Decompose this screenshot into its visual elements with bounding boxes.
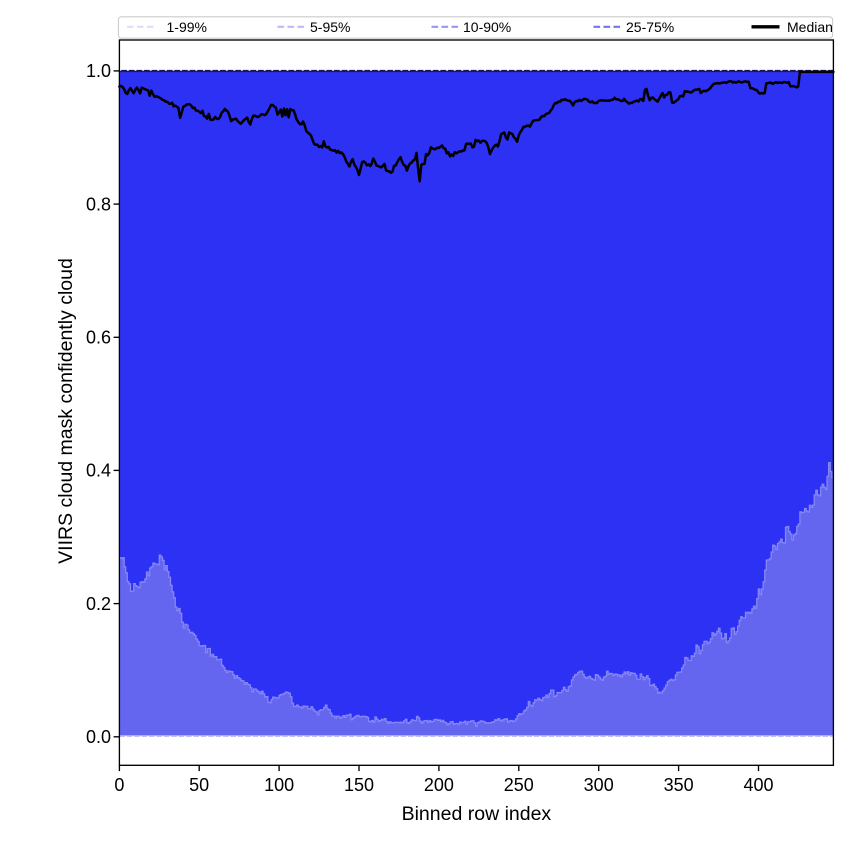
svg-text:200: 200 xyxy=(424,775,454,795)
svg-text:0: 0 xyxy=(114,775,124,795)
svg-text:5-95%: 5-95% xyxy=(310,19,350,35)
svg-text:10-90%: 10-90% xyxy=(463,19,511,35)
svg-text:1-99%: 1-99% xyxy=(167,19,207,35)
svg-text:100: 100 xyxy=(264,775,294,795)
svg-text:400: 400 xyxy=(743,775,773,795)
svg-text:Binned row index: Binned row index xyxy=(402,803,552,825)
svg-text:1.0: 1.0 xyxy=(86,61,111,81)
svg-text:Median: Median xyxy=(787,19,833,35)
svg-text:350: 350 xyxy=(664,775,694,795)
svg-text:0.4: 0.4 xyxy=(86,461,111,481)
svg-text:250: 250 xyxy=(504,775,534,795)
svg-text:0.6: 0.6 xyxy=(86,328,111,348)
svg-text:25-75%: 25-75% xyxy=(626,19,674,35)
svg-text:50: 50 xyxy=(189,775,209,795)
svg-text:0.0: 0.0 xyxy=(86,727,111,747)
svg-text:VIIRS cloud mask confidently c: VIIRS cloud mask confidently cloud xyxy=(55,258,77,564)
svg-text:300: 300 xyxy=(584,775,614,795)
svg-text:150: 150 xyxy=(344,775,374,795)
svg-text:0.2: 0.2 xyxy=(86,594,111,614)
svg-text:0.8: 0.8 xyxy=(86,194,111,214)
